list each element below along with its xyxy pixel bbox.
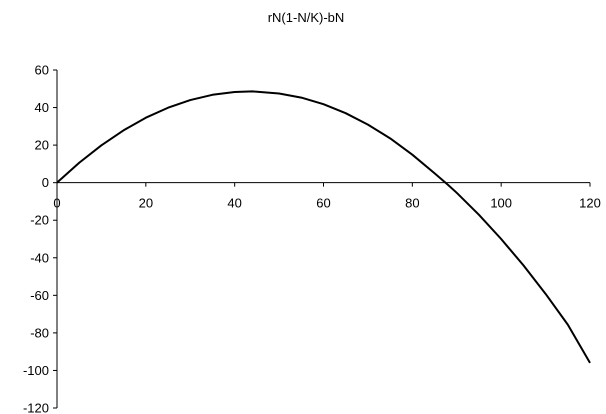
y-tick-label: 60 [35, 63, 49, 78]
y-tick-label: -20 [30, 213, 49, 228]
x-axis: 0 20 40 60 80 100 120 [53, 182, 601, 211]
series-group [56, 90, 591, 364]
y-tick-label: 40 [35, 100, 49, 115]
y-tick-label: -40 [30, 250, 49, 265]
x-tick-label: 40 [227, 196, 241, 211]
x-tick-label: 120 [579, 196, 601, 211]
x-tick-label: 60 [316, 196, 330, 211]
y-tick-label: -100 [23, 363, 49, 378]
y-axis: 60 40 20 0 -20 -40 -60 -80 -100 -120 [23, 63, 58, 414]
x-tick-label: 0 [53, 196, 60, 211]
x-tick-label: 20 [139, 196, 153, 211]
chart-title: rN(1-N/K)-bN [268, 10, 345, 25]
y-tick-label: -80 [30, 325, 49, 340]
y-tick-label: -120 [23, 401, 49, 414]
y-tick-label: 0 [42, 175, 49, 190]
series-line [56, 90, 591, 364]
x-tick-label: 80 [405, 196, 419, 211]
y-tick-label: 20 [35, 138, 49, 153]
x-tick-label: 100 [490, 196, 512, 211]
y-tick-label: -60 [30, 288, 49, 303]
